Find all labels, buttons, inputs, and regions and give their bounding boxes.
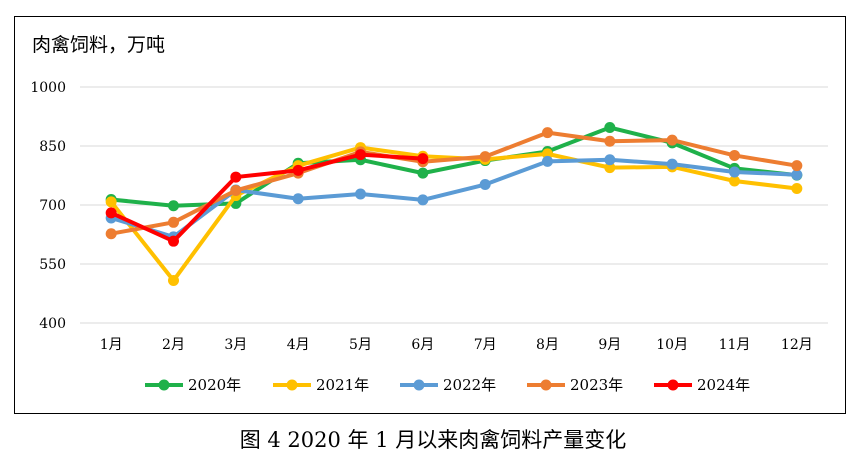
series-line: [109, 152, 425, 244]
data-point: [791, 182, 803, 194]
legend-item: 2020年: [145, 376, 241, 394]
x-tick-label: 1月: [100, 337, 123, 353]
data-point: [417, 153, 429, 165]
legend-item: 2024年: [654, 376, 750, 394]
data-point: [479, 151, 491, 163]
data-point: [604, 135, 616, 147]
data-point: [729, 166, 740, 178]
legend-item: 2022年: [400, 376, 496, 394]
x-tick-label: 2月: [162, 337, 185, 353]
data-point: [292, 193, 304, 205]
series-lines: [105, 122, 803, 287]
y-tick-label: 400: [39, 316, 66, 332]
y-tick-label: 700: [39, 198, 66, 214]
series-line: [109, 125, 799, 208]
y-tick-label: 1000: [30, 80, 66, 96]
x-tick-label: 9月: [598, 337, 621, 353]
data-point: [604, 162, 616, 174]
x-tick-label: 10月: [656, 337, 688, 353]
legend-label: 2022年: [443, 376, 496, 394]
data-point: [666, 134, 678, 146]
legend-item: 2023年: [527, 376, 623, 394]
x-tick-label: 4月: [287, 337, 310, 353]
data-point: [292, 164, 304, 176]
legend-swatch-marker: [286, 379, 298, 391]
data-point: [791, 169, 803, 181]
data-point: [355, 149, 366, 161]
data-point: [542, 155, 553, 167]
data-point: [604, 122, 616, 134]
legend-swatch-marker: [158, 379, 170, 391]
legend-label: 2024年: [697, 376, 750, 394]
x-tick-label: 7月: [474, 337, 497, 353]
data-point: [791, 160, 803, 172]
data-point: [105, 228, 117, 240]
x-tick-label: 6月: [411, 337, 434, 353]
data-point: [479, 179, 491, 191]
data-point: [417, 167, 429, 179]
chart-frame: [14, 16, 846, 414]
x-tick-label: 8月: [536, 337, 559, 353]
legend-swatch-marker: [540, 379, 552, 391]
data-point: [666, 158, 678, 170]
line-chart: 肉禽饲料，万吨 400 550 700 850 1000 1月 2月 3月 4月 5月 6月 7月 8…: [30, 34, 828, 394]
x-tick-label: 12月: [781, 337, 813, 353]
data-point: [729, 149, 740, 161]
data-point: [168, 216, 179, 228]
legend: 2020年 2021年 2022年 2023年 2024年: [145, 376, 750, 394]
data-point: [729, 175, 740, 187]
data-point: [168, 235, 179, 247]
data-point: [542, 127, 553, 139]
data-point: [604, 154, 616, 166]
legend-label: 2020年: [188, 376, 241, 394]
y-axis-ticks: 400 550 700 850 1000: [30, 80, 66, 332]
x-axis-ticks: 1月 2月 3月 4月 5月 6月 7月 8月 9月 10月 11月 12月: [100, 337, 813, 353]
x-tick-label: 3月: [224, 337, 247, 353]
legend-swatch-marker: [667, 379, 679, 391]
data-point: [168, 275, 179, 287]
legend-item: 2021年: [273, 376, 369, 394]
legend-swatch-marker: [413, 379, 425, 391]
x-tick-label: 5月: [349, 337, 372, 353]
data-point: [105, 207, 117, 219]
y-tick-label: 550: [39, 257, 66, 273]
data-point: [105, 196, 117, 208]
x-tick-label: 11月: [719, 337, 751, 353]
y-tick-label: 850: [39, 139, 66, 155]
data-point: [230, 184, 242, 196]
legend-label: 2021年: [316, 376, 369, 394]
series-2023年: [105, 127, 803, 240]
series-line: [109, 130, 799, 236]
data-point: [417, 194, 429, 206]
legend-label: 2023年: [570, 376, 623, 394]
figure-caption: 图 4 2020 年 1 月以来肉禽饲料产量变化: [239, 428, 627, 452]
data-point: [168, 200, 179, 212]
series-2024年: [105, 149, 429, 247]
data-point: [355, 188, 366, 200]
data-point: [230, 171, 242, 183]
chart-title: 肉禽饲料，万吨: [32, 34, 165, 56]
